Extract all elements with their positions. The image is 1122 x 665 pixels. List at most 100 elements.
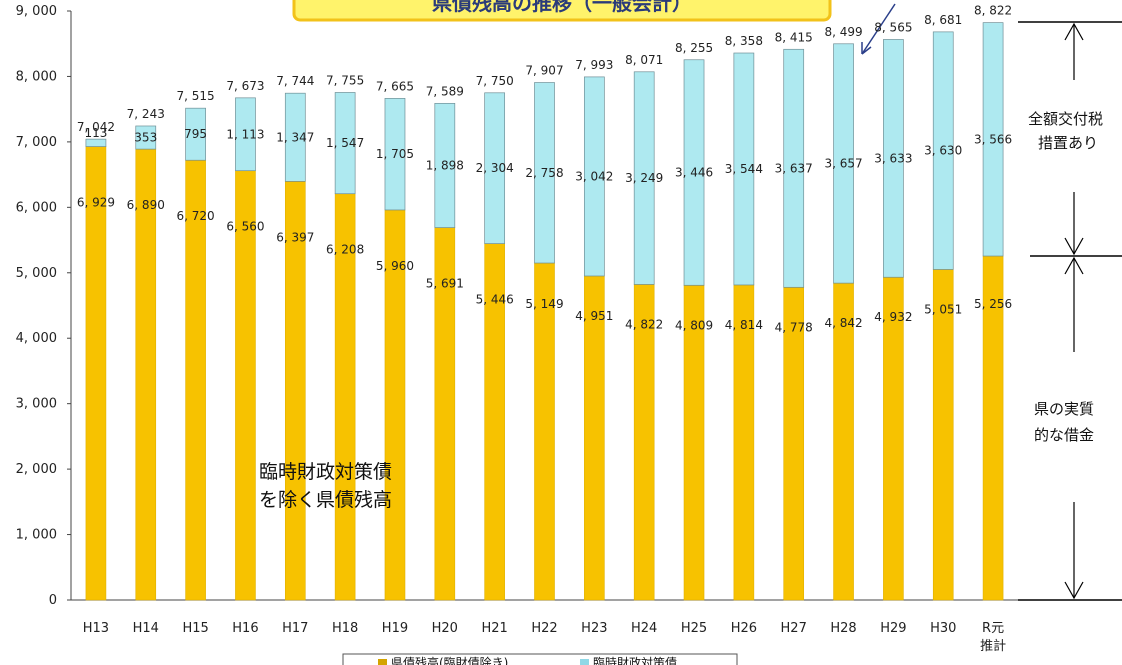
bar-segment-kensai (85, 146, 107, 601)
right-lower-line1: 県の実質 (1034, 400, 1094, 418)
total-label: 8, 681 (924, 13, 962, 27)
bar-segment-rinzaisai (633, 71, 655, 285)
bar-segment-rinzaisai (484, 92, 506, 244)
banner-text: 県債残高の推移（一般会計） (432, 0, 692, 15)
data-label-kensai: 4, 932 (874, 310, 912, 324)
data-label-kensai: 6, 720 (177, 209, 215, 223)
right-upper-line2: 措置あり (1038, 134, 1098, 152)
data-label-rinzaisai: 3, 446 (675, 166, 713, 180)
bar-segment-rinzaisai (284, 92, 306, 182)
bar-segment-rinzaisai (384, 98, 406, 211)
x-tick-label: H19 (382, 621, 408, 636)
x-tick-label: H23 (581, 621, 607, 636)
total-label: 7, 243 (127, 107, 165, 121)
y-tick-label: 5, 000 (16, 266, 57, 281)
bar-segment-rinzaisai (833, 43, 854, 284)
data-label-rinzaisai: 2, 758 (525, 166, 563, 180)
total-label: 8, 822 (974, 4, 1012, 18)
total-label: 8, 565 (874, 20, 912, 34)
y-tick-label: 7, 000 (16, 135, 57, 150)
total-label: 7, 750 (476, 74, 514, 88)
x-tick-label: H21 (481, 621, 507, 636)
data-label-rinzaisai: 353 (134, 131, 157, 145)
total-label: 7, 673 (226, 79, 264, 93)
data-label-kensai: 4, 842 (824, 316, 862, 330)
callout-arrowhead (861, 42, 872, 55)
total-label: 7, 755 (326, 73, 364, 87)
bar-segment-kensai (534, 262, 555, 601)
data-label-rinzaisai: 3, 566 (974, 132, 1012, 146)
data-label-rinzaisai: 3, 249 (625, 171, 663, 185)
x-tick-label: H15 (182, 621, 208, 636)
total-label: 8, 071 (625, 53, 663, 67)
x-tick-label: H25 (681, 621, 707, 636)
data-label-kensai: 5, 446 (476, 293, 514, 307)
data-label-kensai: 4, 951 (575, 309, 613, 323)
total-label: 8, 415 (775, 30, 813, 44)
bar-segment-rinzaisai (783, 48, 805, 288)
total-label: 7, 993 (575, 58, 613, 72)
y-tick-label: 9, 000 (16, 4, 57, 19)
callout-arrow (861, 3, 896, 55)
x-tick-label: H20 (432, 621, 458, 636)
x-tick-label: H28 (830, 621, 856, 636)
data-label-kensai: 6, 208 (326, 243, 364, 257)
data-label-kensai: 5, 149 (525, 297, 563, 311)
total-label: 8, 255 (675, 41, 713, 55)
x-tick-label: H29 (880, 621, 906, 636)
right-annotation: 全額交付税 措置あり 県の実質 的な借金 (1018, 21, 1122, 601)
bar-segment-kensai (833, 282, 854, 601)
x-tick-label: H27 (781, 621, 807, 636)
title-banner: 県債残高の推移（一般会計） (292, 0, 832, 22)
y-tick-label: 0 (49, 593, 57, 608)
right-upper-line1: 全額交付税 (1028, 110, 1103, 128)
data-label-kensai: 6, 560 (226, 220, 264, 234)
y-tick-label: 2, 000 (16, 462, 57, 477)
axes: 0 1, 000 2, 000 3, 000 4, 000 5, 000 6, 000 7, … (16, 4, 1018, 608)
x-tick-label: H17 (282, 621, 308, 636)
x-tick-label: H14 (133, 621, 159, 636)
bar-segment-rinzaisai (733, 52, 755, 286)
bar-segment-rinzaisai (982, 22, 1004, 257)
legend-label-2: 臨時財政対策債 (593, 655, 677, 665)
data-label-rinzaisai: 3, 042 (575, 169, 613, 183)
x-tick-label: H22 (531, 621, 557, 636)
inner-label-line1: 臨時財政対策債 (259, 461, 392, 483)
bar-segment-kensai (185, 159, 206, 601)
total-label: 8, 499 (824, 25, 862, 39)
data-label-kensai: 5, 256 (974, 297, 1012, 311)
bar-segment-rinzaisai (185, 107, 206, 161)
legend-swatch-2 (580, 659, 589, 665)
data-label-kensai: 5, 691 (426, 277, 464, 291)
data-label-rinzaisai: 1, 705 (376, 147, 414, 161)
data-label-rinzaisai: 3, 657 (824, 156, 862, 170)
data-label-kensai: 4, 778 (775, 320, 813, 334)
bar-segment-rinzaisai (534, 82, 555, 264)
y-tick-label: 8, 000 (16, 69, 57, 84)
bar-segment-kensai (584, 275, 605, 601)
total-label: 7, 589 (426, 84, 464, 98)
bar-segment-kensai (883, 276, 904, 601)
legend-label-1: 県債残高(臨財債除き) (391, 655, 508, 665)
bar-segment-kensai (733, 284, 755, 601)
x-tick-label: H24 (631, 621, 657, 636)
data-label-kensai: 4, 822 (625, 317, 663, 331)
data-label-kensai: 5, 960 (376, 259, 414, 273)
bar-segment-rinzaisai (235, 97, 256, 172)
x-tick-label: H16 (232, 621, 258, 636)
bars (85, 22, 1004, 601)
bar-segment-rinzaisai (883, 39, 904, 278)
data-label-rinzaisai: 1, 347 (276, 130, 314, 144)
total-label: 7, 744 (276, 74, 314, 88)
bar-segment-rinzaisai (583, 76, 605, 277)
bar-segment-kensai (235, 170, 256, 601)
bar-segment-kensai (135, 148, 157, 601)
data-label-kensai: 4, 809 (675, 318, 713, 332)
total-label: 7, 665 (376, 79, 414, 93)
y-tick-label: 1, 000 (16, 528, 57, 543)
bar-segment-rinzaisai (683, 59, 705, 286)
legend-swatch-1 (378, 659, 387, 665)
legend: 県債残高(臨財債除き) 臨時財政対策債 (342, 653, 738, 665)
data-label-rinzaisai: 3, 637 (775, 161, 813, 175)
